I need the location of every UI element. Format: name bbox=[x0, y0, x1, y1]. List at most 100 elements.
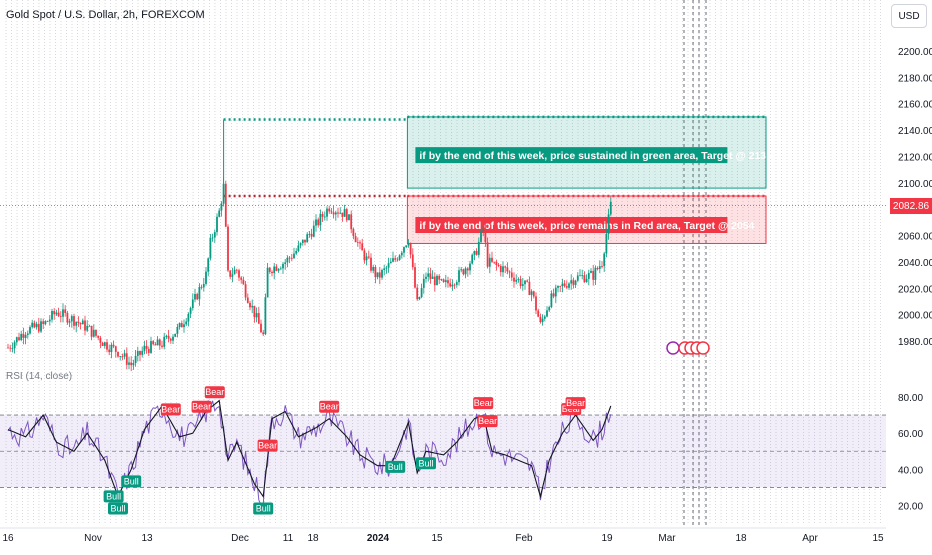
candle bbox=[86, 325, 89, 331]
candle bbox=[444, 280, 447, 283]
candle bbox=[290, 257, 293, 259]
candle bbox=[363, 250, 366, 261]
candle bbox=[244, 284, 247, 298]
candle bbox=[174, 333, 177, 337]
candle bbox=[440, 279, 443, 281]
candle bbox=[35, 323, 38, 328]
candle bbox=[484, 228, 487, 243]
price-tick-label: 2120.00 bbox=[898, 153, 932, 164]
candle bbox=[84, 320, 86, 331]
candle bbox=[464, 268, 467, 275]
price-tick-label: 2140.00 bbox=[898, 126, 932, 137]
candle bbox=[220, 203, 223, 211]
candle bbox=[275, 266, 278, 271]
candle bbox=[310, 233, 313, 237]
candle bbox=[436, 275, 438, 286]
bear-signal: Bear bbox=[477, 415, 498, 428]
candle bbox=[323, 216, 326, 218]
candle bbox=[587, 272, 590, 279]
candle bbox=[469, 263, 471, 271]
rsi-axis: 80.00 60.00 40.00 20.00 bbox=[898, 393, 923, 513]
annotation-green: if by the end of this week, price sustai… bbox=[415, 147, 772, 164]
candle bbox=[191, 299, 194, 309]
candle bbox=[312, 225, 315, 237]
candle bbox=[207, 258, 210, 272]
signal-bg bbox=[108, 502, 128, 515]
candle bbox=[554, 287, 557, 297]
bull-signal: Bull bbox=[253, 502, 274, 515]
candle bbox=[213, 232, 216, 238]
candle bbox=[31, 322, 34, 328]
candle bbox=[455, 282, 458, 285]
candle bbox=[488, 257, 491, 267]
candle bbox=[491, 257, 493, 262]
candle bbox=[117, 351, 119, 357]
candle bbox=[134, 356, 137, 363]
candle bbox=[462, 269, 465, 275]
candle bbox=[482, 228, 485, 231]
candle bbox=[460, 269, 463, 271]
candle bbox=[42, 321, 45, 324]
signal-text: Bear bbox=[562, 404, 581, 414]
signal-text: Bear bbox=[192, 402, 211, 412]
candle bbox=[515, 279, 518, 282]
candle bbox=[141, 350, 144, 355]
candle bbox=[447, 280, 449, 284]
candle bbox=[77, 321, 80, 323]
candle bbox=[251, 305, 254, 308]
candle bbox=[411, 254, 414, 268]
annotation-bg bbox=[415, 217, 728, 233]
candle bbox=[583, 275, 586, 282]
candle bbox=[110, 344, 113, 353]
candle bbox=[367, 256, 370, 258]
candle bbox=[352, 229, 355, 237]
time-tick-label: 18 bbox=[307, 533, 319, 544]
signal-bg bbox=[121, 475, 142, 488]
signal-bg bbox=[257, 439, 278, 452]
currency-button[interactable]: USD bbox=[891, 4, 927, 28]
candle bbox=[550, 293, 553, 308]
signal-text: Bull bbox=[418, 458, 433, 468]
candle bbox=[90, 325, 93, 337]
candle bbox=[286, 257, 289, 263]
candle bbox=[183, 324, 185, 328]
candle bbox=[242, 279, 245, 285]
candle bbox=[169, 338, 172, 341]
candle bbox=[268, 267, 271, 272]
candle bbox=[143, 345, 146, 351]
candle bbox=[502, 266, 504, 273]
signal-bg bbox=[473, 397, 494, 410]
candle bbox=[288, 257, 291, 259]
candle bbox=[453, 284, 456, 286]
price-tick-label: 2020.00 bbox=[898, 284, 932, 295]
price-tick-label: 2000.00 bbox=[898, 311, 932, 322]
candle bbox=[341, 212, 344, 217]
last-price-tag: 2082.86 bbox=[890, 198, 932, 214]
candle bbox=[427, 273, 430, 277]
candle bbox=[189, 308, 192, 314]
candle bbox=[374, 267, 377, 278]
candle bbox=[187, 313, 190, 322]
time-tick-label: 15 bbox=[431, 533, 443, 544]
price-tick-label: 2100.00 bbox=[898, 179, 932, 190]
candle bbox=[108, 349, 111, 353]
candle bbox=[136, 351, 139, 356]
candle bbox=[389, 261, 392, 264]
candle bbox=[552, 293, 555, 297]
candle bbox=[260, 323, 262, 333]
time-tick-label: 13 bbox=[141, 533, 153, 544]
candle bbox=[139, 351, 141, 355]
candle bbox=[216, 216, 218, 233]
candle bbox=[365, 256, 368, 261]
candle bbox=[403, 247, 405, 253]
signal-text: Bear bbox=[474, 398, 493, 408]
candle bbox=[400, 252, 403, 256]
candle bbox=[255, 313, 258, 318]
candle bbox=[24, 335, 27, 338]
candle bbox=[11, 348, 14, 350]
signal-bg bbox=[191, 400, 212, 413]
rsi-tick-label: 20.00 bbox=[898, 502, 923, 513]
candle bbox=[103, 342, 106, 346]
annotation-bg bbox=[415, 147, 728, 164]
